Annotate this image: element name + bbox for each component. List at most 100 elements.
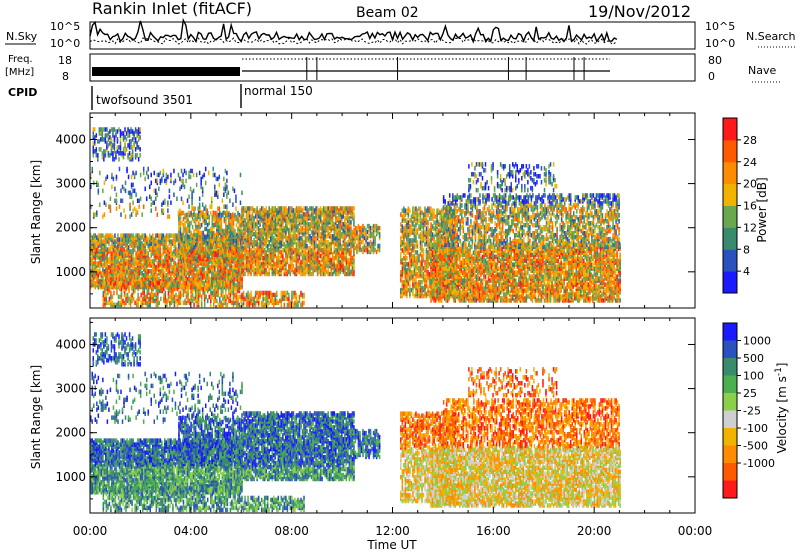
echo-cell (173, 233, 175, 238)
echo-cell (246, 242, 248, 247)
echo-cell (285, 210, 287, 215)
echo-cell (181, 283, 183, 288)
echo-cell (98, 273, 100, 278)
echo-cell (173, 249, 175, 254)
echo-cell (205, 283, 207, 288)
noise-right-label: N.Search (746, 30, 796, 43)
echo-cell (253, 238, 255, 243)
echo-cell (258, 270, 260, 275)
echo-cell (151, 281, 153, 286)
echo-cell (294, 212, 296, 217)
echo-cell (311, 236, 313, 241)
echo-cell (250, 248, 252, 253)
echo-cell (228, 259, 230, 264)
echo-cell (300, 230, 302, 235)
echo-cell (255, 268, 256, 273)
echo-cell (147, 237, 149, 242)
echo-cell (213, 293, 215, 298)
echo-cell (92, 259, 94, 264)
echo-cell (290, 226, 292, 231)
echo-cell (282, 224, 284, 229)
echo-cell (293, 222, 295, 227)
echo-cell (171, 293, 173, 298)
echo-cell (300, 224, 302, 229)
station-title: Rankin Inlet (fitACF) (92, 0, 252, 18)
echo-cell (262, 236, 264, 241)
echo-cell (120, 233, 122, 238)
echo-cell (318, 208, 320, 213)
freq-ytick-bottom: 8 (62, 70, 69, 83)
echo-cell (268, 224, 270, 229)
echo-cell (139, 135, 141, 140)
echo-cell (212, 291, 214, 296)
echo-cell (340, 222, 342, 227)
echo-cell (116, 289, 118, 294)
echo-cell (326, 264, 328, 269)
echo-cell (116, 237, 118, 242)
echo-cell (178, 225, 180, 230)
echo-cell (287, 222, 289, 227)
echo-cell (278, 246, 280, 251)
echo-cell (215, 251, 217, 256)
echo-cell (196, 229, 198, 234)
echo-cell (334, 256, 336, 261)
echo-cell (213, 235, 215, 240)
echo-cell (208, 287, 210, 292)
echo-cell (146, 271, 148, 276)
echo-cell (241, 218, 243, 223)
echo-cell (207, 253, 209, 258)
echo-cell (340, 270, 342, 275)
echo-cell (180, 291, 182, 296)
echo-cell (151, 287, 153, 292)
echo-cell (247, 232, 249, 237)
echo-cell (109, 153, 111, 158)
echo-cell (210, 243, 212, 248)
echo-cell (215, 287, 217, 292)
echo-cell (247, 250, 249, 255)
echo-cell (124, 301, 126, 306)
echo-cell (327, 224, 329, 229)
echo-cell (94, 127, 96, 132)
echo-cell (213, 247, 215, 252)
echo-cell (231, 237, 233, 242)
echo-cell (255, 262, 256, 267)
echo-cell (253, 250, 255, 255)
echo-cell (241, 236, 243, 241)
echo-cell (157, 273, 159, 278)
echo-cell (126, 259, 128, 264)
echo-cell (222, 297, 224, 302)
echo-cell (320, 226, 322, 231)
echo-cell (132, 145, 134, 150)
echo-cell (119, 261, 121, 266)
echo-cell (238, 275, 240, 280)
echo-cell (131, 239, 133, 244)
echo-cell (321, 234, 323, 239)
echo-cell (166, 303, 168, 308)
noise-right-tick-top: 10^5 (705, 20, 735, 33)
echo-cell (293, 250, 295, 255)
echo-cell (220, 263, 222, 268)
echo-cell (126, 147, 128, 152)
echo-cell (281, 254, 283, 259)
echo-cell (103, 153, 105, 158)
echo-cell (125, 269, 127, 274)
echo-cell (221, 239, 223, 244)
echo-cell (106, 127, 108, 132)
echo-cell (145, 301, 147, 306)
echo-cell (178, 235, 180, 240)
echo-cell (236, 249, 238, 254)
echo-cell (187, 247, 189, 252)
echo-cell (132, 261, 134, 266)
echo-cell (324, 248, 326, 253)
echo-cell (335, 272, 337, 277)
echo-cell (302, 258, 304, 263)
echo-cell (158, 243, 160, 248)
echo-cell (174, 283, 176, 288)
echo-cell (201, 295, 203, 300)
echo-cell (205, 287, 207, 292)
echo-cell (227, 281, 229, 286)
echo-cell (111, 233, 113, 238)
echo-cell (189, 239, 191, 244)
echo-cell (208, 295, 210, 300)
echo-cell (110, 249, 112, 254)
